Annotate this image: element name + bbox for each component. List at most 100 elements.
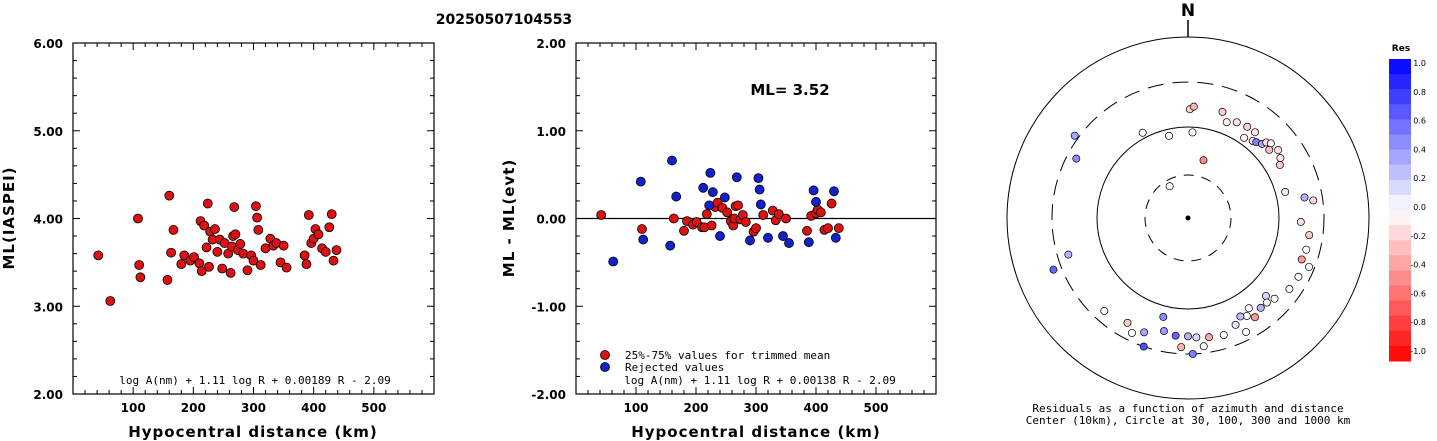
y-tick-label: 3.00 bbox=[33, 300, 63, 314]
colorbar-swatch bbox=[1389, 179, 1411, 196]
station-point bbox=[1261, 291, 1270, 300]
ml-point bbox=[210, 224, 220, 234]
ml-point bbox=[326, 209, 337, 220]
station-point bbox=[1192, 333, 1201, 342]
colorbar-swatch bbox=[1389, 300, 1411, 317]
legend-marker-rejected bbox=[600, 362, 610, 372]
ml-point bbox=[303, 210, 314, 220]
caption-line-2: Center (10km), Circle at 30, 100, 300 an… bbox=[1026, 414, 1351, 427]
formula-label: log A(nm) + 1.11 log R + 0.00189 R - 2.0… bbox=[119, 374, 391, 387]
ml-point bbox=[176, 259, 187, 270]
residual-point bbox=[829, 186, 839, 197]
x-tick-labels: 100 200 300 400 500 bbox=[121, 401, 387, 415]
residual-point bbox=[754, 184, 765, 195]
colorbar-swatch bbox=[1389, 240, 1411, 256]
station-point bbox=[1140, 328, 1149, 337]
station-point bbox=[1231, 320, 1240, 329]
residual-point bbox=[773, 209, 784, 220]
residual-point bbox=[745, 235, 755, 246]
station-point bbox=[1270, 294, 1279, 303]
residual-point bbox=[802, 225, 812, 236]
station-point bbox=[1171, 331, 1180, 340]
ml-point bbox=[255, 260, 266, 270]
residual-point bbox=[706, 220, 717, 231]
ml-point bbox=[324, 222, 335, 233]
residual-point bbox=[733, 200, 743, 211]
station-point bbox=[1100, 307, 1109, 315]
station-point bbox=[1188, 349, 1197, 358]
residual-point bbox=[803, 237, 814, 248]
residual-point bbox=[608, 256, 619, 267]
residual-point bbox=[698, 182, 709, 193]
residual-colorbar: Res 1.0 0.8 0.6 0.4 0.2 0.0 -0.2 -0.4 -0.6 -0.8 -1… bbox=[1389, 44, 1426, 362]
station-point bbox=[1262, 298, 1271, 307]
ml-point bbox=[217, 263, 228, 274]
colorbar-swatch bbox=[1389, 330, 1411, 347]
residual-point bbox=[830, 232, 841, 243]
residual-point bbox=[808, 185, 819, 196]
colorbar-swatch bbox=[1389, 164, 1411, 181]
colorbar-swatch bbox=[1389, 74, 1411, 90]
station-point bbox=[1123, 318, 1132, 327]
residual-point bbox=[778, 231, 788, 241]
station-point bbox=[1236, 312, 1245, 321]
residual-point bbox=[751, 223, 761, 234]
ml-point bbox=[281, 262, 292, 273]
x-tick-label: 100 bbox=[623, 401, 648, 415]
station-point bbox=[1165, 131, 1173, 140]
ml-point bbox=[199, 220, 210, 231]
station-point bbox=[1305, 262, 1314, 271]
station-point bbox=[1072, 154, 1081, 163]
ring-1000km bbox=[1006, 36, 1370, 400]
station-point bbox=[1265, 145, 1274, 154]
colorbar-tick-label: 0.6 bbox=[1413, 117, 1426, 126]
y-tick-label: 4.00 bbox=[33, 213, 63, 227]
residual-point bbox=[719, 192, 730, 203]
epicenter-marker bbox=[1185, 215, 1191, 221]
y-tick-label: 6.00 bbox=[33, 37, 63, 51]
colorbar-swatch bbox=[1389, 345, 1411, 362]
station-point bbox=[1128, 328, 1136, 337]
ml-point bbox=[328, 255, 339, 266]
x-tick-label: 400 bbox=[803, 401, 828, 415]
station-point bbox=[1250, 313, 1259, 322]
residual-point bbox=[781, 213, 791, 224]
residual-point bbox=[823, 223, 833, 234]
data-points bbox=[93, 190, 342, 306]
ml-point bbox=[201, 242, 212, 253]
station-point bbox=[1309, 196, 1318, 205]
ml-point bbox=[105, 296, 116, 306]
caption-line-1: Residuals as a function of azimuth and d… bbox=[1032, 402, 1343, 415]
colorbar-swatch bbox=[1389, 285, 1411, 302]
y-axis-label: ML - ML(evt) bbox=[500, 159, 518, 277]
ml-point bbox=[196, 266, 207, 277]
ml-point bbox=[253, 225, 264, 235]
station-point bbox=[1274, 146, 1283, 155]
y-tick-label: 0.00 bbox=[536, 213, 566, 227]
station-point bbox=[1189, 102, 1198, 111]
colorbar-tick-label: 0.8 bbox=[1413, 88, 1426, 97]
residual-point bbox=[596, 210, 607, 220]
residual-point bbox=[701, 209, 712, 220]
station-point bbox=[1218, 107, 1227, 116]
station-point bbox=[1232, 118, 1241, 127]
station-point bbox=[1256, 303, 1265, 312]
residual-point bbox=[707, 187, 718, 198]
colorbar-tick-label: -1.0 bbox=[1410, 347, 1426, 356]
station-point bbox=[1244, 304, 1253, 313]
x-axis-label: Hypocentral distance (km) bbox=[128, 423, 378, 441]
x-axis-label: Hypocentral distance (km) bbox=[631, 423, 881, 441]
legend-label-trimmed: 25%-75% values for trimmed mean bbox=[625, 349, 830, 362]
residual-point bbox=[731, 172, 742, 183]
colorbar-swatch bbox=[1389, 104, 1411, 120]
colorbar-tick-label: -0.6 bbox=[1410, 289, 1426, 298]
station-point bbox=[1296, 217, 1305, 226]
colorbar-labels: 1.0 0.8 0.6 0.4 0.2 0.0 -0.2 -0.4 -0.6 -0.8 -1.0 bbox=[1410, 59, 1426, 356]
y-tick-label: 2.00 bbox=[536, 37, 566, 51]
station-point bbox=[1138, 128, 1147, 137]
station-point bbox=[1205, 333, 1213, 342]
x-tick-label: 100 bbox=[121, 401, 146, 415]
ml-vs-distance-panel: 100 200 300 400 500 2.00 3.00 4.00 5.00 6.00 log… bbox=[0, 37, 435, 441]
residual-point bbox=[753, 173, 764, 184]
ring-100km bbox=[1096, 126, 1280, 310]
